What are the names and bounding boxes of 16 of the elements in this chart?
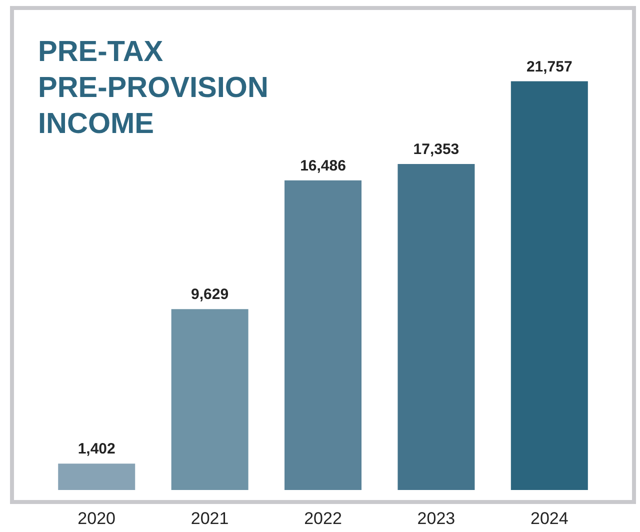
bar — [510, 81, 588, 490]
bar — [284, 180, 362, 490]
bar — [58, 464, 136, 490]
x-tick-label: 2024 — [530, 509, 568, 528]
x-tick-label: 2022 — [304, 509, 342, 528]
chart-title: PRE-TAX PRE-PROVISION INCOME — [38, 35, 268, 142]
data-label: 17,353 — [413, 141, 460, 158]
data-label: 21,757 — [526, 58, 572, 76]
bar — [171, 309, 248, 490]
x-tick-label: 2021 — [190, 509, 229, 528]
bar — [398, 164, 475, 490]
data-label: 9,629 — [191, 286, 229, 304]
data-label: 16,486 — [300, 157, 346, 174]
x-tick-label: 2020 — [78, 509, 116, 528]
x-tick-label: 2023 — [417, 509, 456, 528]
data-label: 1,402 — [78, 440, 116, 458]
